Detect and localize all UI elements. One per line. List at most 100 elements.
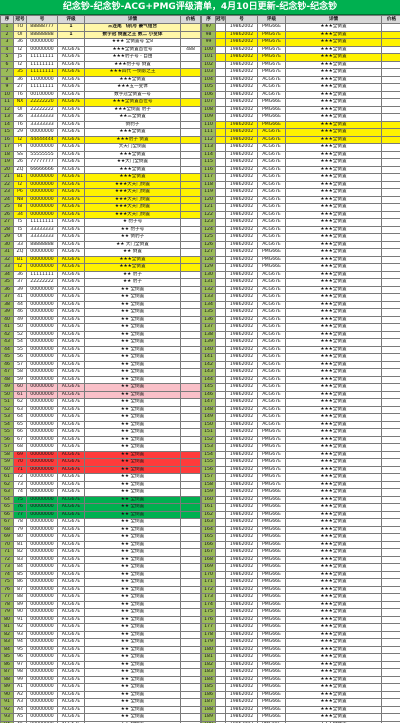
serial-prefix bbox=[215, 360, 226, 369]
row-number: 92 bbox=[0, 705, 14, 714]
row-number: 177 bbox=[201, 623, 216, 632]
serial-prefix: 55 bbox=[13, 345, 27, 354]
row-number: 78 bbox=[0, 600, 14, 609]
notes-cell: ★★ 全倒置 bbox=[84, 360, 181, 369]
grade-label: ACG67E bbox=[57, 360, 85, 369]
table-row: 90 A2 00000000 ACG67E ★★ 全倒置 bbox=[0, 690, 201, 699]
serial-prefix bbox=[215, 548, 226, 557]
row-number: 159 bbox=[201, 488, 216, 497]
header-notes: 详情 bbox=[285, 15, 382, 24]
grade-label: PMG66E bbox=[257, 675, 286, 684]
table-row: 40 49 00000000 ACG67E ★★ 全倒置 bbox=[0, 315, 201, 324]
sheet-title: 纪念钞-纪念钞-ACG+PMG评级清单，4月10日更新-纪念钞-纪念钞 bbox=[0, 0, 400, 15]
row-number: 40 bbox=[0, 315, 14, 324]
price-cell bbox=[180, 518, 201, 527]
serial-prefix bbox=[215, 390, 226, 399]
row-number: 60 bbox=[0, 465, 14, 474]
price-cell bbox=[180, 263, 201, 272]
grade-label: PMG67E bbox=[257, 428, 286, 437]
serial-prefix bbox=[215, 713, 226, 722]
grade-label: PMG66E bbox=[257, 255, 286, 264]
grade-label: ACG67E bbox=[57, 593, 85, 602]
serial-number: 00000000 bbox=[26, 578, 58, 587]
table-row: 150 19862002 ACG67E ★★★全倒置 bbox=[201, 420, 400, 429]
serial-number: 00000000 bbox=[26, 570, 58, 579]
grade-label: ACG67E bbox=[57, 405, 85, 414]
price-cell bbox=[381, 375, 400, 384]
grade-label: ACG67E bbox=[257, 390, 286, 399]
price-cell bbox=[180, 308, 201, 317]
row-number: 31 bbox=[0, 248, 14, 257]
price-cell bbox=[381, 270, 400, 279]
serial-prefix: 78 bbox=[13, 518, 27, 527]
table-row: 152 19862002 PMG67E ★★★全倒置 bbox=[201, 435, 400, 444]
serial-number: 00000000 bbox=[26, 248, 58, 257]
table-row: 75 86 00000000 ACG67E ★★ 全倒置 bbox=[0, 578, 201, 587]
notes-cell: ★★★全倒置 bbox=[285, 578, 382, 587]
notes-cell: ★★ 全倒置 bbox=[84, 645, 181, 654]
notes-cell: ★★ 豹子号 bbox=[84, 225, 181, 234]
grade-label: PMG66E bbox=[257, 113, 286, 122]
grade-label: PMG66E bbox=[257, 713, 286, 722]
row-number: 75 bbox=[0, 578, 14, 587]
serial-number: 19862002 bbox=[225, 53, 258, 62]
price-cell bbox=[180, 638, 201, 647]
grade-label: ACG67E bbox=[57, 713, 85, 722]
serial-number: 33333333 bbox=[26, 113, 58, 122]
notes-cell: ★★★全倒置 bbox=[285, 653, 382, 662]
serial-number: 19862002 bbox=[225, 203, 258, 212]
table-row: 184 19862002 PMG66E ★★★全倒置 bbox=[201, 675, 400, 684]
grade-label: ACG67E bbox=[257, 353, 286, 362]
header-price: 价格 bbox=[381, 15, 400, 24]
row-number: 73 bbox=[0, 563, 14, 572]
table-row: 17 PI 00000000 ACG67E 大天门全倒置 bbox=[0, 143, 201, 152]
price-cell bbox=[180, 578, 201, 587]
table-row: 44 55 00000000 ACG67E ★★ 全倒置 bbox=[0, 345, 201, 354]
serial-prefix: A5 bbox=[13, 713, 27, 722]
serial-number: 19862002 bbox=[225, 510, 258, 519]
table-row: 132 19862002 ACG67E ★★★全倒置 bbox=[201, 285, 400, 294]
row-number: 1 bbox=[0, 23, 14, 32]
table-row: 67 78 00000000 ACG67E ★★ 全倒置 bbox=[0, 518, 201, 527]
price-cell bbox=[180, 315, 201, 324]
row-number: 93 bbox=[0, 713, 14, 722]
grade-label: PMG66E bbox=[257, 705, 286, 714]
grade-label: PMG67E bbox=[257, 38, 286, 47]
serial-prefix bbox=[215, 255, 226, 264]
notes-cell: ★★★全倒置 bbox=[285, 668, 382, 677]
price-cell bbox=[180, 405, 201, 414]
notes-cell: ★★★豹子号 倒置 bbox=[84, 60, 181, 69]
price-cell bbox=[381, 533, 400, 542]
price-cell bbox=[180, 285, 201, 294]
grade-label: ACG67E bbox=[57, 173, 85, 182]
table-row: 11 NX 22222220 ACG67E ★★★全倒置首位号 bbox=[0, 98, 201, 107]
row-number: 122 bbox=[201, 210, 216, 219]
price-cell bbox=[381, 173, 400, 182]
table-row: 113 19862002 ACG67E ★★★全倒置 bbox=[201, 143, 400, 152]
price-cell bbox=[381, 233, 400, 242]
serial-prefix bbox=[215, 180, 226, 189]
serial-number: 00000000 bbox=[26, 675, 58, 684]
row-number: 132 bbox=[201, 285, 216, 294]
grade-label: ACG67E bbox=[57, 248, 85, 257]
grade-label: ACG67E bbox=[57, 413, 85, 422]
table-row: 32 B1 00000000 ACG67E ★★★全倒置 bbox=[0, 255, 201, 264]
grade-label: ACG67E bbox=[257, 180, 286, 189]
row-number: 22 bbox=[0, 180, 14, 189]
serial-prefix bbox=[215, 375, 226, 384]
notes-cell: ★★ 全倒置 bbox=[84, 525, 181, 534]
row-number: 83 bbox=[0, 638, 14, 647]
table-row: 181 19862002 PMG66E ★★★全倒置 bbox=[201, 653, 400, 662]
table-row: 122 19862002 ACG67E ★★★全倒置 bbox=[201, 210, 400, 219]
grade-label: PMG66E bbox=[257, 510, 286, 519]
grade-label: PMG66E bbox=[257, 585, 286, 594]
grade-label: ACG67E bbox=[257, 240, 286, 249]
row-number: 121 bbox=[201, 203, 216, 212]
row-number: 100 bbox=[201, 45, 216, 54]
grade-label: ACG67E bbox=[257, 158, 286, 167]
table-row: 127 19862002 PMG66E ★★★全倒置 bbox=[201, 248, 400, 257]
grade-label: ACG67E bbox=[57, 690, 85, 699]
notes-cell: ★★★大天门倒置 bbox=[84, 210, 181, 219]
serial-number: 19862002 bbox=[225, 285, 258, 294]
